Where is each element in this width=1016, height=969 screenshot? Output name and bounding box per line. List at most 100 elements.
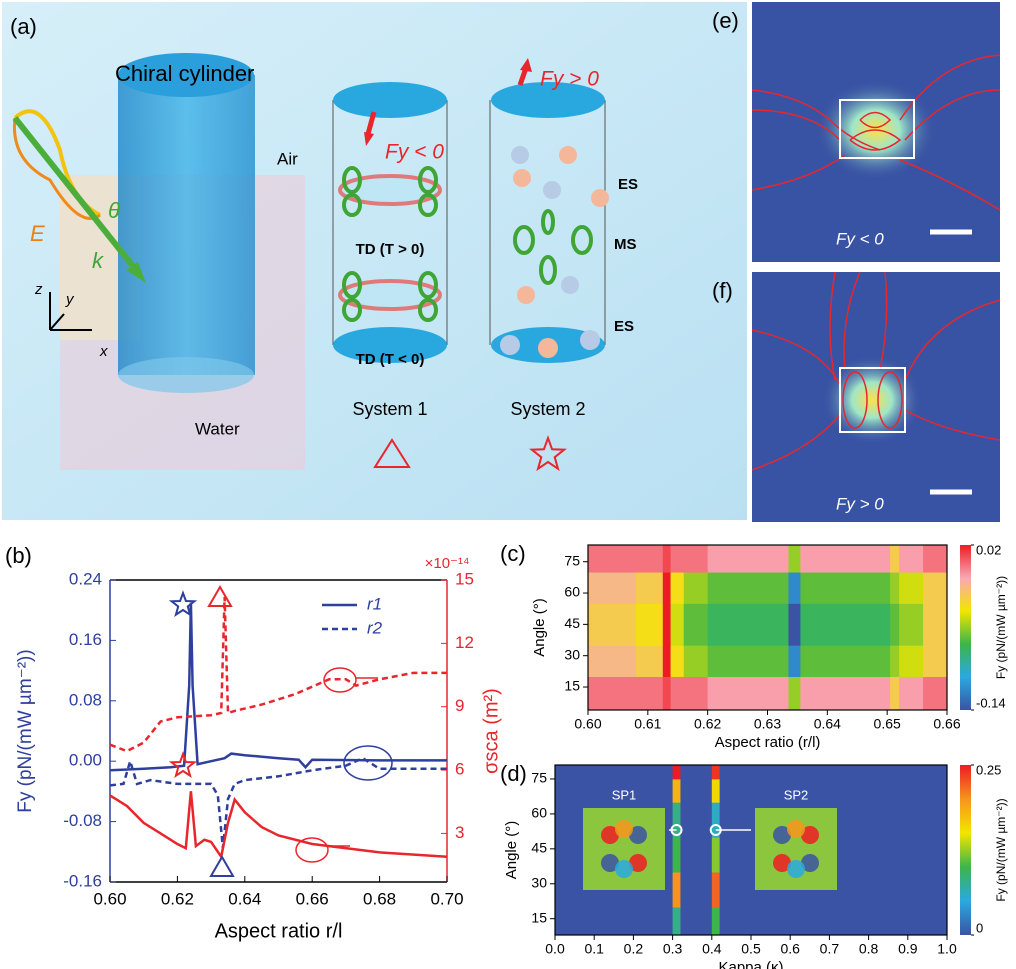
heat-cell [588, 572, 613, 604]
y-axis-label: Angle (°) [531, 598, 548, 657]
heat-cell [670, 603, 685, 646]
heat-cell [635, 645, 664, 677]
panel-label: (f) [712, 278, 733, 303]
heat-cell [767, 645, 789, 677]
heat-cell [899, 603, 924, 646]
heat-cell [662, 603, 671, 646]
colorbar-tick-label: 0 [976, 920, 983, 935]
x-tick-label: 0.66 [933, 716, 960, 732]
x-tick-label: 0.9 [898, 941, 918, 957]
y-tick-label: 45 [531, 840, 547, 856]
force-label: Fy > 0 [540, 68, 599, 91]
colorbar-label: Fy (pN/(mW µm⁻²)) [994, 798, 1008, 901]
heat-cell [635, 545, 664, 573]
y-tick-label: 75 [564, 552, 580, 568]
heat-cell [767, 676, 789, 711]
heat-cell [827, 603, 891, 646]
inset-lobe [787, 820, 805, 838]
y2-tick-label: 15 [455, 569, 474, 588]
heat-cell [670, 545, 685, 573]
axis-pointer [343, 745, 393, 781]
axis-label: y [65, 291, 75, 308]
heat-cell [635, 572, 664, 604]
heat-cell [800, 645, 828, 677]
heat-cell [672, 907, 681, 936]
k-label: k [92, 248, 104, 273]
heat-cell [890, 572, 900, 604]
air-label: Air [277, 149, 298, 168]
x-tick-label: 0.2 [624, 941, 644, 957]
inset-label: SP2 [784, 787, 809, 802]
series-line [109, 596, 447, 753]
heat-cell [683, 645, 709, 677]
inset-lobe [601, 826, 619, 844]
x-tick-label: 0.64 [814, 716, 841, 732]
system-name: System 2 [510, 399, 585, 419]
heat-cell [890, 545, 900, 573]
heat-cell [672, 765, 681, 780]
system-name: System 1 [352, 399, 427, 419]
heat-cell [899, 676, 924, 711]
toroidal-ring [338, 279, 442, 311]
x-axis-label: Aspect ratio r/l [215, 920, 343, 942]
x-tick-label: 0.61 [634, 716, 661, 732]
inset-lobe [615, 860, 633, 878]
heat-cell [672, 778, 681, 803]
series-line [109, 602, 447, 772]
heat-cell [719, 765, 948, 780]
heat-cell [767, 603, 789, 646]
y2-tick-label: 6 [455, 760, 464, 779]
beam [12, 116, 143, 277]
y-tick-label: 30 [564, 646, 580, 662]
heat-cell [800, 572, 828, 604]
colorbar [960, 545, 971, 710]
heat-cell [711, 872, 721, 908]
heat-cell [680, 837, 713, 873]
heat-cell [611, 545, 637, 573]
charges [500, 146, 609, 358]
heat-cell [890, 603, 900, 646]
x-tick-label: 0.70 [430, 889, 463, 908]
y2-tick-label: 12 [455, 633, 474, 652]
heat-cell [788, 645, 801, 677]
heat-cell [662, 645, 671, 677]
e-wave-2 [12, 117, 101, 220]
heat-cell [683, 676, 709, 711]
heat-cell [923, 676, 948, 711]
inset-lobe [773, 854, 791, 872]
triangle-marker [207, 585, 233, 607]
y-tick-label: 60 [531, 805, 547, 821]
force-label: Fy > 0 [836, 494, 884, 513]
heat-cell [672, 837, 681, 873]
heat-cell [680, 907, 713, 936]
x-tick-label: 0.65 [874, 716, 901, 732]
heat-cell [680, 778, 713, 803]
axis-label: x [99, 343, 108, 360]
y2-tick-label: 3 [455, 823, 464, 842]
y-tick-label: 15 [531, 909, 547, 925]
heat-cell [800, 676, 828, 711]
cylinder-outline [839, 367, 906, 433]
heat-cell [767, 545, 789, 573]
x-tick-label: 0.60 [93, 889, 126, 908]
force-arrowhead [364, 132, 374, 146]
heat-cell [662, 572, 671, 604]
x-tick-label: 0.4 [702, 941, 722, 957]
heat-cell [711, 765, 721, 780]
heat-cell [707, 676, 768, 711]
y-tick-label: -0.16 [63, 871, 102, 890]
axis-pointer [323, 667, 357, 693]
colorbar-label: Fy (pN/(mW µm⁻²)) [994, 576, 1008, 679]
y-tick-label: 15 [564, 678, 580, 694]
inset-lobe [787, 860, 805, 878]
inset-pointer-dot [670, 824, 683, 836]
cylinder-top [118, 53, 254, 97]
magnetic-loops [342, 166, 438, 322]
x-tick-label: 0.62 [694, 716, 721, 732]
heat-cell [555, 765, 673, 780]
heat-cell [899, 545, 924, 573]
star-marker [168, 751, 198, 779]
heat-cell [788, 676, 801, 711]
panel-label: (e) [712, 8, 739, 33]
